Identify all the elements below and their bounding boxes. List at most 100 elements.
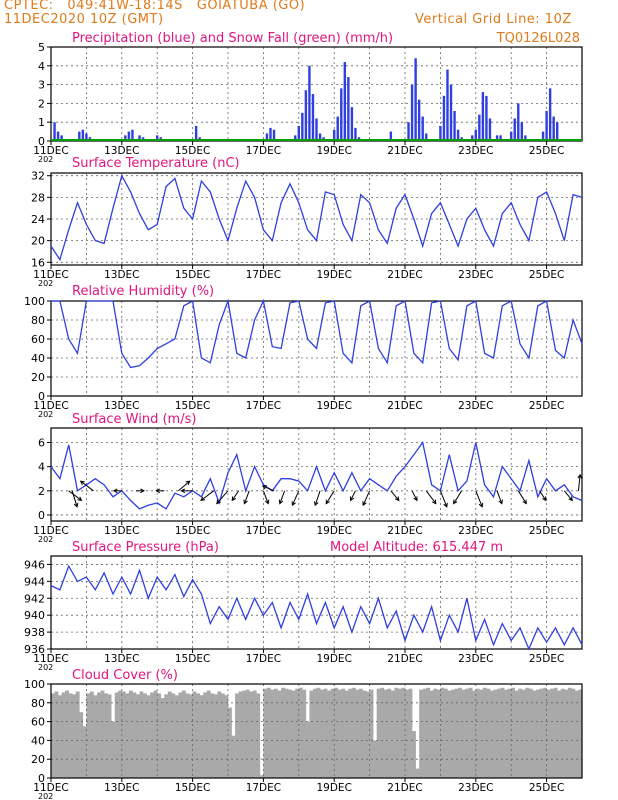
cloud-bar [192, 691, 197, 778]
cloud-bar [75, 691, 80, 778]
cloud-bar [528, 688, 533, 778]
wind-arrow [563, 490, 573, 502]
precip-bar [294, 135, 297, 141]
precip-bar [340, 88, 343, 141]
precip-bar [488, 118, 492, 141]
x-tick-label: 21DEC [387, 653, 422, 665]
cloud-bar [443, 688, 448, 778]
cloud-bar [330, 688, 335, 778]
x-tick-label: 25DEC [529, 653, 564, 665]
cloud-bar [65, 690, 69, 778]
cloud-bar [97, 692, 101, 778]
y-tick-label: 16 [31, 256, 45, 269]
wind-arrow [178, 480, 191, 492]
cloud-bar [238, 691, 243, 778]
cloud-bar [252, 690, 257, 778]
precip-bar [311, 94, 315, 141]
precip-bar [478, 114, 481, 141]
wind-arrow [425, 490, 437, 505]
cloud-bar [160, 698, 165, 778]
cloud-bar [277, 690, 282, 778]
precip-bar [315, 118, 318, 141]
cloud-bar [270, 689, 275, 778]
precip-bar [265, 133, 269, 141]
cloud-bar [249, 691, 254, 778]
wind-arrow [411, 490, 418, 502]
x-tick-label: 25DEC [529, 782, 564, 794]
cloud-bar [86, 693, 91, 778]
cloud-bar [504, 689, 508, 778]
precip-bar [336, 116, 339, 141]
precip-bar [545, 110, 548, 141]
cloud-bar [135, 694, 140, 778]
cloud-bar [479, 689, 484, 778]
precip-bar [194, 125, 198, 141]
wind-arrow [231, 490, 240, 502]
precip-bar [301, 112, 304, 141]
x-tick-label: 19DEC [316, 525, 351, 537]
precip-bar [407, 122, 410, 141]
cloud-bar [362, 690, 367, 778]
precip-bar [456, 129, 460, 141]
wind-arrow [216, 490, 229, 505]
cloud-bar [139, 691, 144, 778]
wind-arrow [291, 490, 300, 507]
precip-bar [442, 95, 446, 141]
x-tick-label: 11DEC [33, 653, 68, 665]
header-location: CPTEC: 049:41W-18:14S GOIATUBA (GO) [4, 0, 306, 13]
cloud-bar [472, 690, 477, 778]
year-label: 202 [38, 792, 53, 800]
cloud-bar [291, 690, 296, 778]
wind-arrow [362, 490, 371, 507]
x-tick-label: 13DEC [104, 145, 139, 157]
y-tick-label: 4 [38, 461, 45, 474]
cloud-bar [447, 690, 452, 778]
precip-bar [127, 131, 131, 141]
cloud-bar [150, 692, 154, 778]
x-tick-label: 13DEC [104, 782, 139, 794]
cloud-bar [107, 694, 112, 778]
wind-arrow [200, 490, 215, 502]
cloud-bar [185, 693, 190, 778]
series-line-wind [50, 440, 583, 510]
cloud-bar [415, 768, 420, 778]
y-tick-label: 946 [24, 558, 45, 571]
precip-bar [481, 92, 485, 141]
cloud-bar [383, 689, 388, 778]
cloud-bar [461, 689, 466, 778]
precip-bar [138, 135, 141, 141]
y-tick-label: 40 [31, 352, 45, 365]
x-tick-label: 21DEC [387, 400, 422, 412]
cloud-bar [68, 693, 73, 778]
cloud-bar [436, 689, 441, 778]
cloud-bar [578, 689, 583, 778]
cloud-bar [419, 689, 423, 778]
cloud-bar [220, 693, 225, 778]
wind-arrow [68, 490, 83, 502]
cloud-bar [316, 687, 321, 778]
precip-bar [269, 127, 272, 141]
cloud-bar [199, 695, 204, 778]
cloud-bar [451, 689, 455, 778]
wind-arrow [278, 490, 286, 505]
wind-arrow [314, 490, 321, 507]
cloud-bar [337, 689, 342, 778]
cloud-bar [196, 693, 200, 778]
x-tick-label: 21DEC [387, 145, 422, 157]
year-label: 202 [38, 535, 53, 544]
x-tick-label: 25DEC [529, 145, 564, 157]
x-tick-label: 17DEC [246, 269, 281, 281]
y-tick-label: 0 [38, 509, 45, 522]
cloud-bar [344, 690, 349, 778]
panel-title-wind: Surface Wind (m/s) [72, 412, 196, 427]
cloud-bar [468, 687, 473, 778]
cloud-bar [206, 690, 211, 778]
panel-frame [50, 683, 583, 779]
cloud-bar [567, 687, 572, 778]
cloud-bar [210, 693, 215, 778]
y-tick-label: 5 [38, 41, 45, 54]
cloud-bar [72, 694, 77, 778]
precip-bar [85, 133, 88, 141]
precip-bar [318, 133, 322, 141]
cloud-bar [327, 690, 331, 778]
